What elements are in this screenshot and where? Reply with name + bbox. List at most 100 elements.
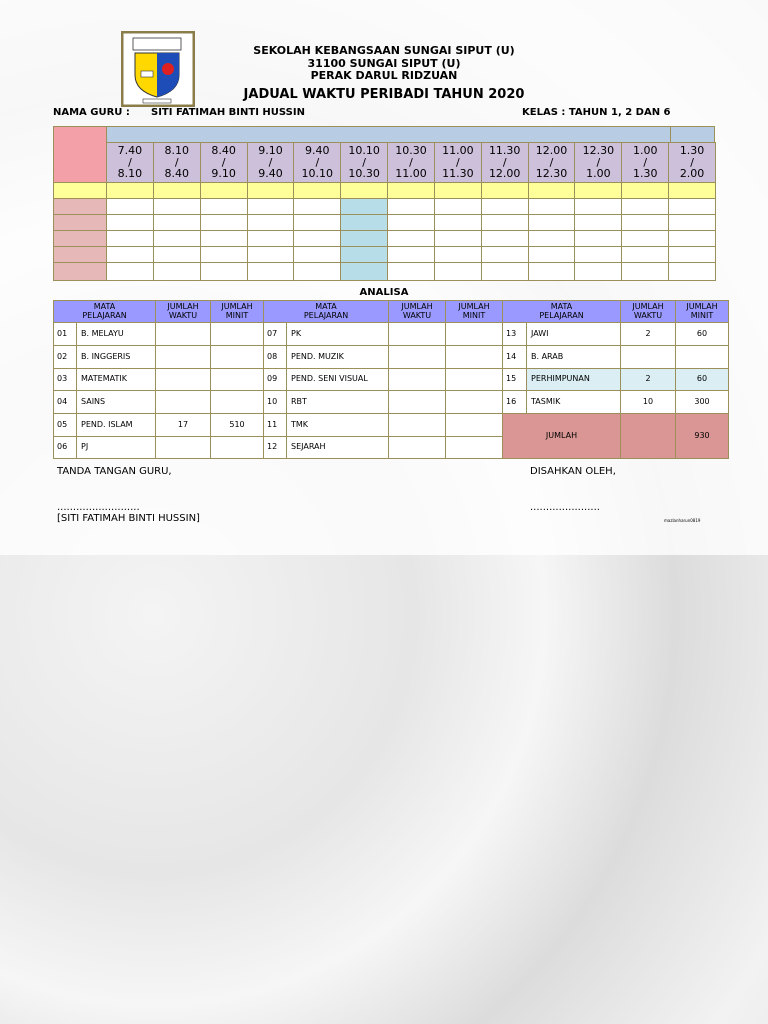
slot-cell (293, 214, 342, 231)
approved-dots: ...................... (530, 502, 600, 513)
subject-name: TASMIK (526, 390, 621, 414)
slot-cell (668, 182, 716, 199)
sign-dots: .......................... (57, 502, 140, 513)
slot-cell (246, 198, 295, 215)
subject-periods (388, 368, 446, 391)
slot-cell (106, 262, 154, 281)
day-cell (53, 214, 107, 231)
subject-minutes: 60 (675, 322, 729, 346)
subject-periods (388, 413, 446, 437)
subject-name: MATEMATIK (76, 368, 156, 391)
slot-cell (621, 182, 670, 199)
school-state: PERAK DARUL RIDZUAN (310, 69, 458, 82)
subject-no: 10 (263, 390, 287, 414)
page-title: JADUAL WAKTU PERIBADI TAHUN 2020 (243, 87, 525, 102)
school-address: 31100 SUNGAI SIPUT (U) (307, 57, 461, 70)
day-cell (53, 230, 107, 247)
sign-name: [SITI FATIMAH BINTI HUSSIN] (57, 513, 200, 524)
teacher-name: SITI FATIMAH BINTI HUSSIN (151, 107, 305, 118)
day-cell (53, 262, 107, 281)
analysis-header: MATA PELAJARAN (263, 300, 389, 323)
subject-no: 16 (502, 390, 527, 414)
subject-minutes (210, 436, 264, 459)
slot-cell (527, 198, 576, 215)
slot-cell (433, 246, 482, 263)
subject-name: B. ARAB (526, 345, 621, 369)
analysis-header: JUMLAH WAKTU (388, 300, 446, 323)
slot-cell (480, 230, 529, 247)
subject-minutes (445, 436, 503, 459)
analysis-header: MATA PELAJARAN (502, 300, 621, 323)
total-minutes: 930 (675, 413, 729, 459)
slot-cell (574, 246, 623, 263)
subject-periods: 2 (620, 322, 676, 346)
slot-cell (152, 214, 201, 231)
slot-cell (387, 214, 435, 231)
time-slot: 11.30 / 12.00 (480, 142, 529, 183)
slot-cell (480, 214, 529, 231)
slot-cell (199, 230, 248, 247)
subject-minutes (445, 322, 503, 346)
slot-cell (152, 182, 201, 199)
subject-no: 12 (263, 436, 287, 459)
subject-minutes (210, 345, 264, 369)
subject-no: 02 (53, 345, 77, 369)
slot-cell (574, 182, 623, 199)
subject-periods: 10 (620, 390, 676, 414)
slot-cell (152, 246, 201, 263)
slot-cell (152, 198, 201, 215)
slot-cell (246, 182, 295, 199)
total-periods (620, 413, 676, 459)
slot-cell (480, 182, 529, 199)
analysis-header: JUMLAH WAKTU (620, 300, 676, 323)
subject-minutes (445, 390, 503, 414)
day-cell (53, 182, 107, 199)
subject-minutes (210, 390, 264, 414)
total-label: JUMLAH (502, 413, 621, 459)
day-cell (53, 246, 107, 263)
analysis-header: JUMLAH MINIT (675, 300, 729, 323)
slot-cell (574, 262, 623, 281)
subject-minutes: 510 (210, 413, 264, 437)
slot-cell (387, 230, 435, 247)
slot-cell (668, 230, 716, 247)
time-slot: 11.00 / 11.30 (433, 142, 482, 183)
analysis-header: JUMLAH MINIT (445, 300, 503, 323)
slot-cell (152, 262, 201, 281)
subject-periods (620, 345, 676, 369)
subject-minutes: 60 (675, 368, 729, 391)
slot-cell (293, 230, 342, 247)
slot-cell (246, 230, 295, 247)
subject-name: PERHIMPUNAN (526, 368, 621, 391)
subject-minutes (445, 368, 503, 391)
time-slot: 1.30 / 2.00 (668, 142, 716, 183)
subject-no: 13 (502, 322, 527, 346)
subject-periods (155, 322, 211, 346)
teacher-label: NAMA GURU : (53, 107, 130, 118)
slot-cell (574, 214, 623, 231)
slot-cell (433, 262, 482, 281)
subject-no: 06 (53, 436, 77, 459)
slot-cell (246, 214, 295, 231)
analysis-title: ANALISA (359, 287, 409, 298)
time-slot: 12.00 / 12.30 (527, 142, 576, 183)
slot-cell (621, 214, 670, 231)
slot-cell (106, 230, 154, 247)
class-info: KELAS : TAHUN 1, 2 DAN 6 (522, 107, 671, 118)
subject-periods (155, 436, 211, 459)
slot-cell (340, 230, 389, 247)
slot-cell (480, 198, 529, 215)
slot-cell (293, 262, 342, 281)
slot-cell (668, 246, 716, 263)
slot-cell (293, 182, 342, 199)
slot-cell (340, 262, 389, 281)
slot-cell (199, 262, 248, 281)
subject-periods (155, 390, 211, 414)
slot-cell (340, 214, 389, 231)
subject-minutes (445, 413, 503, 437)
time-slot: 8.10 / 8.40 (152, 142, 201, 183)
subject-minutes (445, 345, 503, 369)
subject-minutes (210, 322, 264, 346)
time-slot: 9.10 / 9.40 (246, 142, 295, 183)
